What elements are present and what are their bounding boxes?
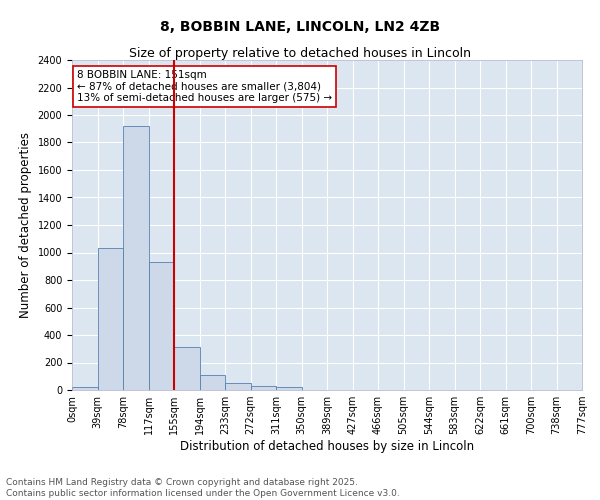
Bar xyxy=(97,248,123,390)
Y-axis label: Number of detached properties: Number of detached properties xyxy=(19,132,32,318)
Bar xyxy=(251,386,276,390)
Text: 8 BOBBIN LANE: 151sqm
← 87% of detached houses are smaller (3,804)
13% of semi-d: 8 BOBBIN LANE: 151sqm ← 87% of detached … xyxy=(77,70,332,103)
Text: Contains HM Land Registry data © Crown copyright and database right 2025.
Contai: Contains HM Land Registry data © Crown c… xyxy=(6,478,400,498)
Bar xyxy=(199,375,225,390)
Bar xyxy=(123,126,149,390)
Text: Size of property relative to detached houses in Lincoln: Size of property relative to detached ho… xyxy=(129,48,471,60)
Bar xyxy=(149,262,174,390)
Bar xyxy=(72,387,97,390)
X-axis label: Distribution of detached houses by size in Lincoln: Distribution of detached houses by size … xyxy=(180,440,474,453)
Bar xyxy=(174,348,199,390)
Bar xyxy=(276,387,302,390)
Bar xyxy=(225,383,251,390)
Text: 8, BOBBIN LANE, LINCOLN, LN2 4ZB: 8, BOBBIN LANE, LINCOLN, LN2 4ZB xyxy=(160,20,440,34)
